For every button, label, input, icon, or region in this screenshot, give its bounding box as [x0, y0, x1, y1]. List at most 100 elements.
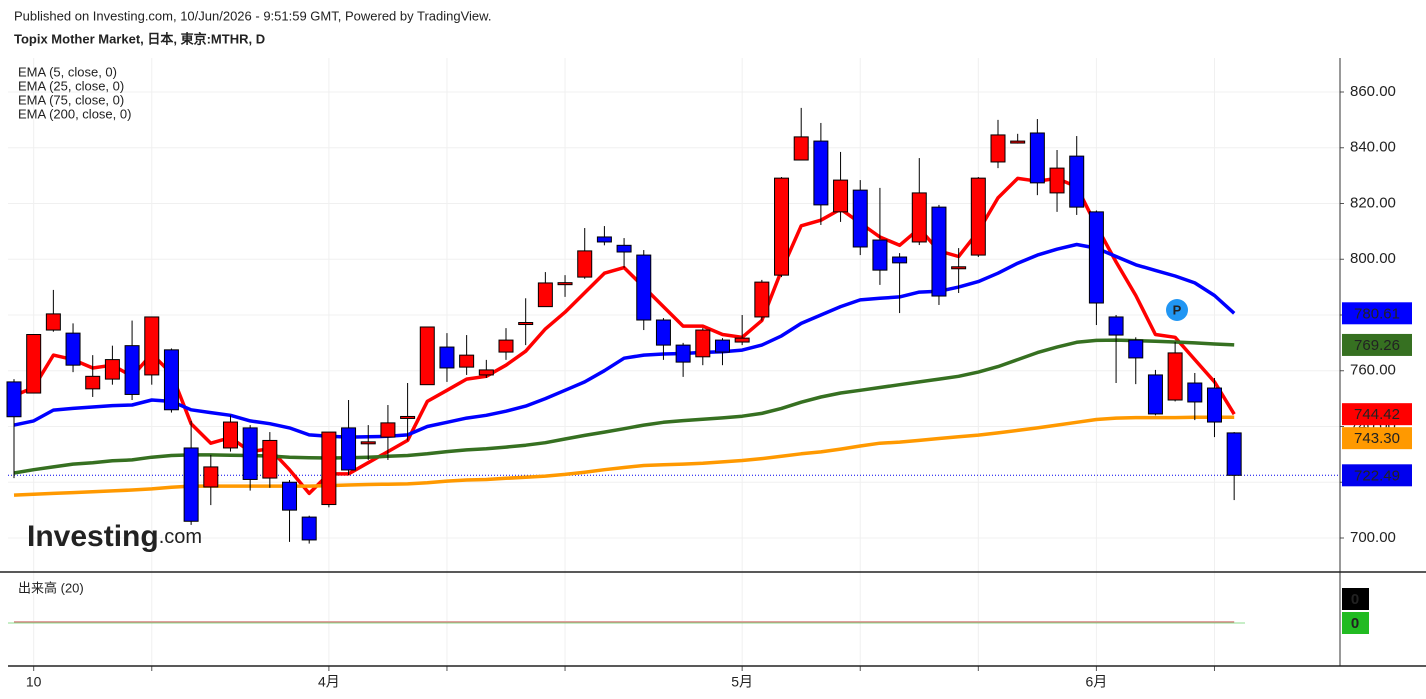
price-label-box [1342, 302, 1412, 325]
candle-body [695, 329, 711, 358]
candle-body [557, 282, 573, 286]
candle-body [6, 381, 22, 418]
candle-body [931, 206, 947, 297]
candle-body [262, 439, 278, 479]
candle-body [341, 427, 357, 471]
candle-body [734, 337, 750, 343]
candle-body [774, 177, 790, 276]
candle-body [478, 369, 494, 376]
y-tick-label: 840.00 [1350, 139, 1396, 156]
candle-body [1010, 140, 1026, 144]
x-tick-label: 5月 [731, 674, 753, 690]
price-label-box [1342, 427, 1412, 450]
price-label: 722.49 [1354, 467, 1400, 484]
volume-average-box [1342, 612, 1369, 634]
candle-body [754, 281, 770, 318]
candle-body [282, 481, 298, 511]
candle-body [222, 421, 238, 449]
ema-line [13, 338, 1235, 475]
candle-body [892, 256, 908, 264]
chart-title: Topix Mother Market, 日本, 東京:MTHR, D [14, 31, 265, 46]
candle-body [596, 236, 612, 243]
candle-body [360, 441, 376, 445]
candle-body [183, 447, 199, 522]
y-tick-label: 860.00 [1350, 83, 1396, 100]
candle-body [518, 322, 534, 326]
candle-body [242, 427, 258, 480]
badge-label: P [1173, 302, 1182, 317]
y-tick-label: 760.00 [1350, 362, 1396, 379]
candle-body [793, 136, 809, 161]
legend-entry: EMA (5, close, 0) [18, 64, 117, 79]
candle-body [616, 244, 632, 253]
y-tick-label: 820.00 [1350, 194, 1396, 211]
volume-average-label: 0 [1351, 615, 1359, 632]
price-label: 780.61 [1354, 305, 1400, 322]
candle-body [1187, 382, 1203, 403]
candle-body [655, 319, 671, 346]
candle-body [1226, 432, 1242, 476]
y-tick-label: 700.00 [1350, 529, 1396, 546]
x-tick-label: 10 [26, 674, 42, 690]
candle-body [537, 282, 553, 308]
candle-body [1147, 374, 1163, 415]
candle-body [990, 134, 1006, 163]
candle-body [459, 354, 475, 368]
candle-body [85, 375, 101, 390]
candle-body [163, 349, 179, 411]
candle-body [104, 359, 120, 380]
candle-body [714, 339, 730, 353]
price-label: 744.42 [1354, 406, 1400, 423]
candle-body [872, 239, 888, 271]
candle-body [301, 516, 317, 541]
candle-body [124, 345, 140, 395]
volume-title: 出来高 (20) [18, 580, 84, 595]
candle-body [380, 422, 396, 438]
candle-body [577, 250, 593, 278]
badge-icon [1166, 299, 1188, 321]
candle-body [1029, 132, 1045, 184]
candle-body [45, 313, 61, 331]
candle-body [1167, 352, 1183, 401]
ema-line [13, 242, 1236, 439]
candle-body [400, 415, 416, 419]
x-tick-label: 4月 [318, 674, 340, 690]
candle-body [1069, 155, 1085, 208]
candle-body [951, 266, 967, 270]
legend-entry: EMA (75, close, 0) [18, 92, 124, 107]
candle-body [1128, 339, 1144, 359]
published-note: Published on Investing.com, 10/Jun/2026 … [14, 8, 491, 23]
candle-body [65, 332, 81, 366]
candle-body [498, 339, 514, 353]
candle-body [911, 192, 927, 243]
candle-body [636, 254, 652, 321]
candle-body [1206, 387, 1222, 423]
volume-label-box [1342, 588, 1369, 610]
price-label: 769.26 [1354, 337, 1400, 354]
candle-body [203, 466, 219, 488]
y-tick-label: 800.00 [1350, 250, 1396, 267]
candle-body [833, 179, 849, 213]
candle-body [1049, 167, 1065, 194]
price-label-box [1342, 403, 1412, 426]
candle-body [852, 189, 868, 248]
candle-body [1108, 316, 1124, 336]
watermark-suffix: .com [159, 526, 202, 548]
candle-body [970, 177, 986, 256]
x-tick-label: 6月 [1086, 674, 1108, 690]
legend-entry: EMA (200, close, 0) [18, 106, 131, 121]
watermark-main: Investing [27, 520, 159, 553]
candle-body [144, 316, 160, 376]
legend-entry: EMA (25, close, 0) [18, 78, 124, 93]
candle-body [321, 431, 337, 506]
candle-body [419, 326, 435, 386]
price-label-box [1342, 333, 1412, 356]
candle-body [26, 334, 42, 394]
candle-body [813, 140, 829, 206]
price-label: 743.30 [1354, 430, 1400, 447]
candle-body [439, 346, 455, 369]
volume-label: 0 [1351, 591, 1359, 608]
price-label-box [1342, 464, 1412, 487]
